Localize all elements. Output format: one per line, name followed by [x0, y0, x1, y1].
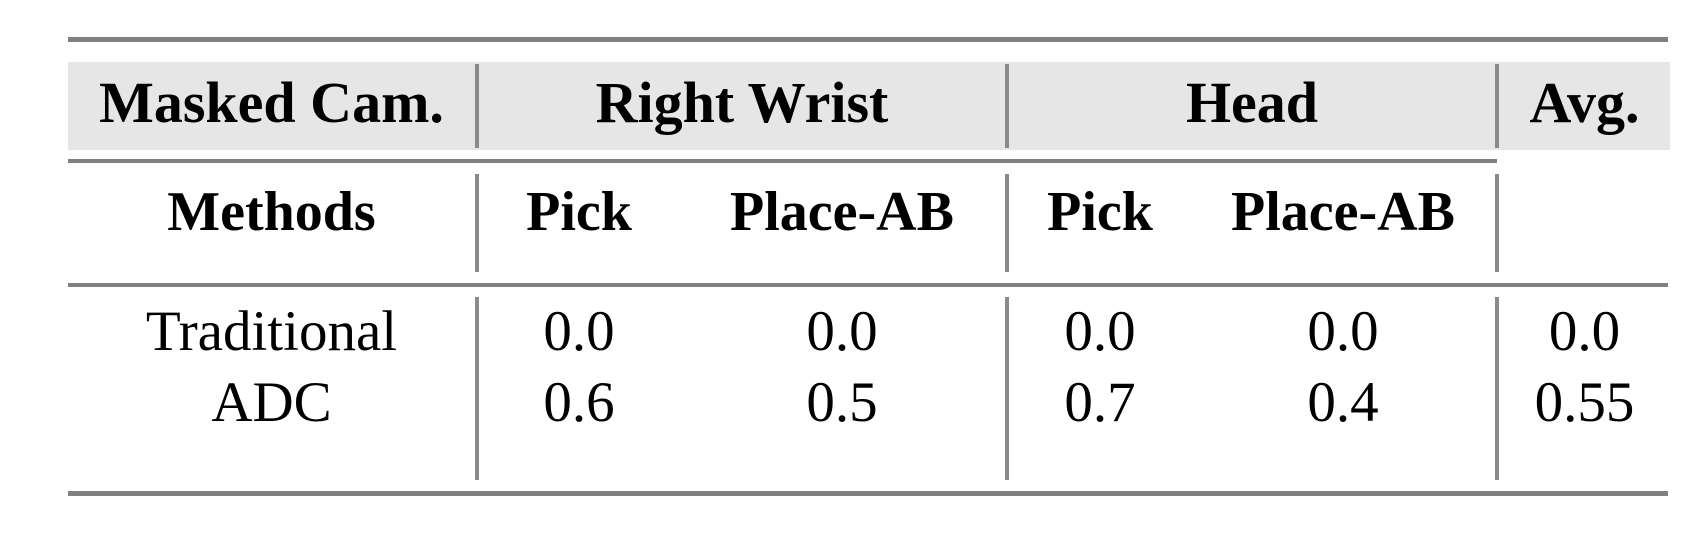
- header-group-avg: Avg.: [1529, 70, 1640, 135]
- column-divider-1-subheader: [475, 174, 479, 272]
- column-divider-2-subheader: [1005, 174, 1009, 272]
- subheader-methods: Methods: [167, 181, 376, 243]
- table-cell-head-place: 0.4: [1307, 371, 1379, 434]
- table-bottom-rule: [68, 491, 1668, 496]
- column-divider-3-body: [1495, 297, 1499, 480]
- subheader-head-place: Place-AB: [1231, 181, 1455, 243]
- table-cell-avg: 0.55: [1534, 371, 1635, 434]
- subheader-right-wrist-pick: Pick: [526, 181, 632, 243]
- subheader-head-pick: Pick: [1047, 181, 1153, 243]
- column-divider-3-header: [1495, 64, 1499, 148]
- column-divider-3-subheader: [1495, 174, 1499, 272]
- column-divider-1-body: [475, 297, 479, 480]
- column-divider-2-header: [1005, 64, 1009, 148]
- table-cell-head-pick: 0.7: [1064, 371, 1136, 434]
- table-header-body-rule: [68, 283, 1668, 287]
- column-divider-2-body: [1005, 297, 1009, 480]
- table-cell-head-place: 0.0: [1307, 300, 1379, 363]
- table-top-rule: [68, 37, 1668, 42]
- header-shaded-band: [68, 62, 1670, 150]
- table-cell-right-wrist-place: 0.0: [806, 300, 878, 363]
- table-cell-right-wrist-pick: 0.6: [543, 371, 615, 434]
- header-group-head: Head: [1185, 70, 1319, 135]
- table-cell-right-wrist-pick: 0.0: [543, 300, 615, 363]
- table-row-method: ADC: [211, 371, 332, 434]
- subheader-right-wrist-place: Place-AB: [730, 181, 954, 243]
- results-table: Masked Cam. Right Wrist Head Avg. Method…: [68, 0, 1670, 536]
- table-cell-head-pick: 0.0: [1064, 300, 1136, 363]
- table-cell-avg: 0.0: [1548, 300, 1621, 363]
- column-divider-1-header: [475, 64, 479, 148]
- table-row-method: Traditional: [145, 300, 398, 363]
- header-group-right-wrist: Right Wrist: [595, 70, 889, 135]
- table-cell-right-wrist-place: 0.5: [806, 371, 878, 434]
- header-group-masked-cam: Masked Cam.: [99, 70, 444, 135]
- table-header-group-rule: [68, 159, 1497, 163]
